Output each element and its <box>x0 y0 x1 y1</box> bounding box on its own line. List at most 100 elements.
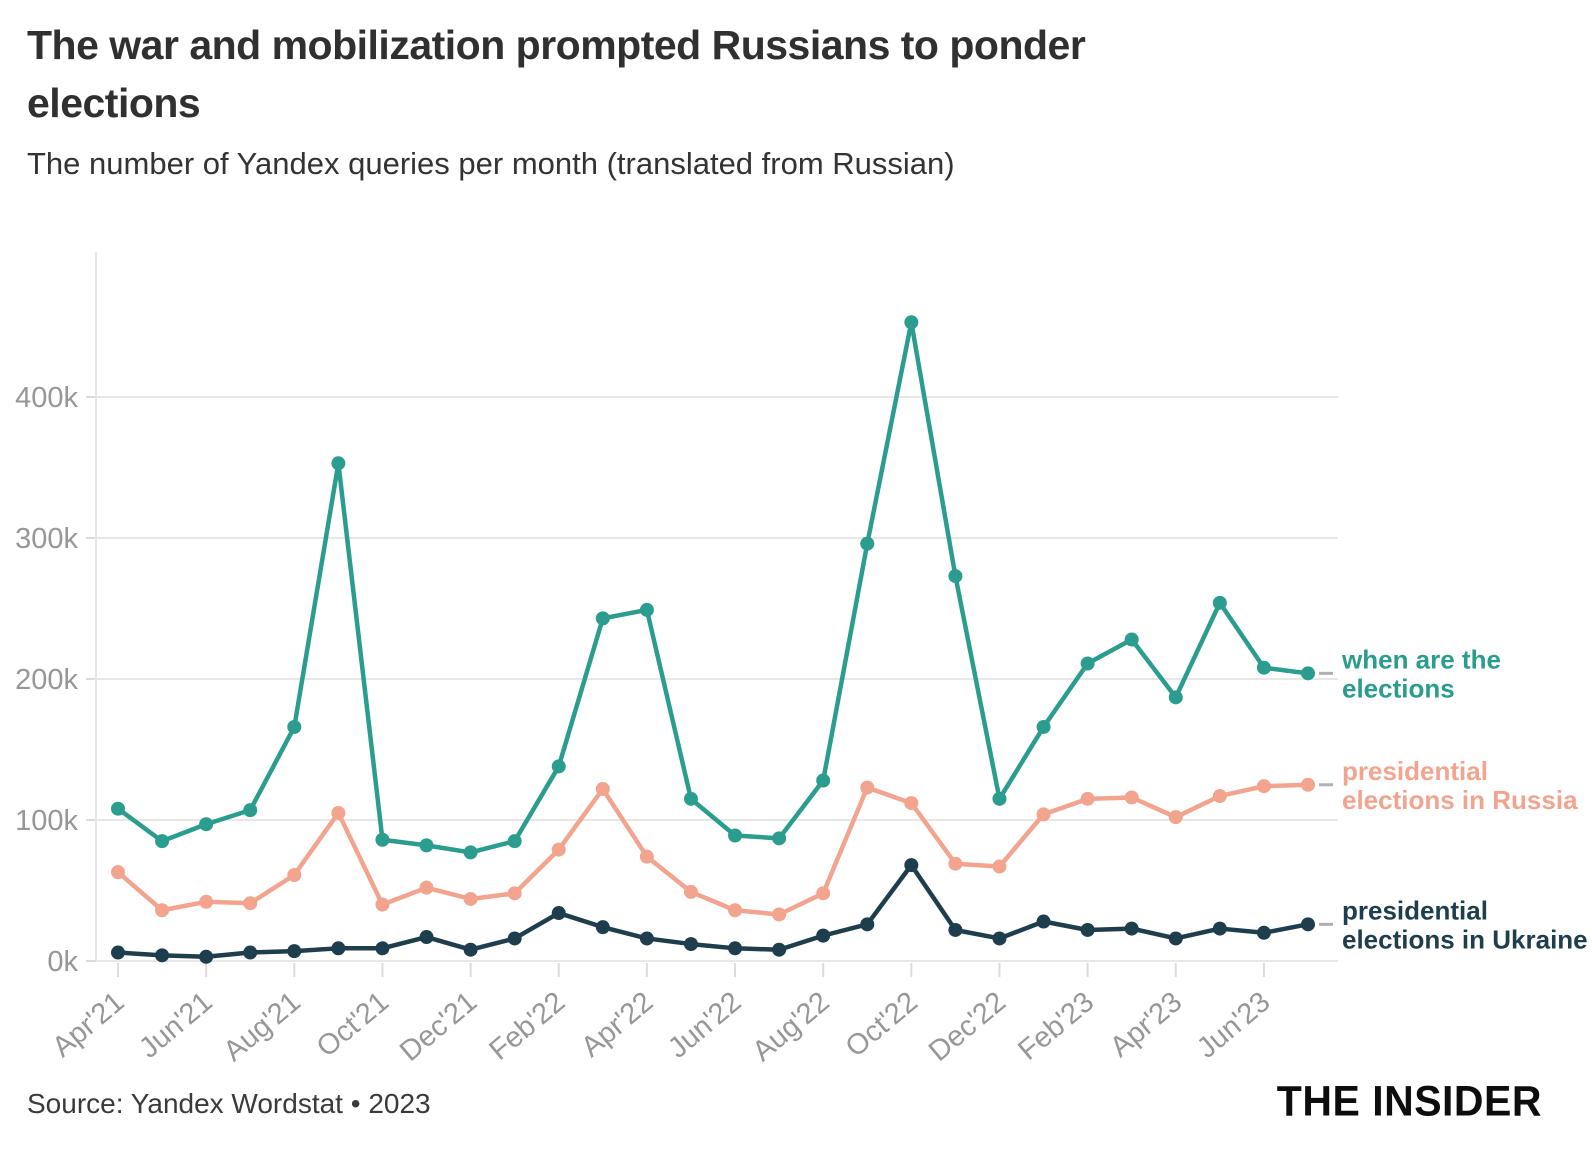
legend-label-presidential-elections-in-Russia: presidential <box>1342 756 1488 786</box>
data-point <box>816 773 831 788</box>
series-line-presidential-elections-in-Russia <box>115 782 1311 917</box>
data-point <box>1080 656 1095 671</box>
chart-header: The war and mobilization prompted Russia… <box>27 16 1567 182</box>
data-point <box>816 928 831 943</box>
x-axis-label: Dec'21 <box>394 986 483 1068</box>
data-point <box>639 849 654 864</box>
legend-label-presidential-elections-in-Russia: elections in Russia <box>1342 785 1578 815</box>
data-point <box>595 611 610 626</box>
x-axis-label: Jun'22 <box>662 986 747 1065</box>
y-axis-label: 0k <box>47 946 78 978</box>
data-point <box>375 897 390 912</box>
data-point <box>199 817 214 832</box>
data-point <box>419 880 434 895</box>
data-point <box>155 948 170 963</box>
legend-label-when-are-the-elections: when are the <box>1341 644 1501 674</box>
data-point <box>1168 810 1183 825</box>
data-point <box>1256 779 1271 794</box>
y-axis-label: 100k <box>15 805 78 837</box>
data-point <box>1124 790 1139 805</box>
data-point <box>243 896 258 911</box>
data-point <box>463 891 478 906</box>
data-point <box>1124 632 1139 647</box>
data-point <box>1168 690 1183 705</box>
data-point <box>639 602 654 617</box>
data-point <box>1256 925 1271 940</box>
title-line-1: The war and mobilization prompted Russia… <box>27 22 1086 68</box>
data-point <box>683 884 698 899</box>
x-axis-label: Jun'23 <box>1191 986 1276 1065</box>
x-axis-label: Feb'23 <box>1012 986 1100 1067</box>
x-axis-label: Aug'21 <box>218 986 307 1068</box>
data-point <box>551 759 566 774</box>
data-point <box>551 906 566 921</box>
page-subtitle: The number of Yandex queries per month (… <box>27 146 955 181</box>
data-point <box>948 569 963 584</box>
data-point <box>243 803 258 818</box>
data-point <box>199 894 214 909</box>
x-axis-label: Aug'22 <box>747 986 836 1068</box>
data-point <box>772 831 787 846</box>
series-line-when-are-the-elections <box>115 320 1311 855</box>
data-point <box>948 856 963 871</box>
data-point <box>816 886 831 901</box>
data-point <box>287 867 302 882</box>
data-point <box>287 944 302 959</box>
legend-label-when-are-the-elections: elections <box>1342 673 1455 703</box>
data-point <box>1212 921 1227 936</box>
data-point <box>904 858 919 873</box>
data-point <box>1212 595 1227 610</box>
data-point <box>595 781 610 796</box>
data-point <box>111 801 125 816</box>
data-point <box>331 456 346 471</box>
y-axis-label: 200k <box>15 664 78 696</box>
x-axis-label: Apr'22 <box>575 986 659 1064</box>
data-point <box>507 931 522 946</box>
data-point <box>860 536 875 551</box>
data-point <box>551 842 566 857</box>
data-point <box>1036 719 1051 734</box>
data-point <box>772 942 787 957</box>
data-point <box>728 941 743 956</box>
data-point <box>860 917 875 932</box>
y-axis-label: 300k <box>15 523 78 555</box>
data-point <box>111 945 125 960</box>
data-point <box>639 931 654 946</box>
data-point <box>904 315 919 330</box>
x-axis-label: Oct'22 <box>840 986 924 1064</box>
x-axis-label: Dec'22 <box>923 986 1012 1068</box>
data-point <box>1168 931 1183 946</box>
data-point <box>243 945 258 960</box>
data-point <box>1212 789 1227 804</box>
data-point <box>1036 807 1051 822</box>
data-point <box>1301 917 1315 932</box>
data-point <box>992 859 1007 874</box>
brand-logo: THE INSIDER <box>1276 1076 1542 1126</box>
data-point <box>1036 914 1051 929</box>
data-point <box>1080 791 1095 806</box>
data-point <box>772 907 787 922</box>
data-point <box>860 780 875 795</box>
data-point <box>683 791 698 806</box>
page-title: The war and mobilization prompted Russia… <box>27 16 1567 132</box>
y-axis-label: 400k <box>15 382 78 414</box>
data-point <box>155 834 170 849</box>
data-point <box>375 941 390 956</box>
data-point <box>992 791 1007 806</box>
data-point <box>1301 777 1315 792</box>
data-point <box>507 834 522 849</box>
legend-label-presidential-elections-in-Ukraine: elections in Ukraine <box>1342 924 1588 954</box>
data-point <box>1256 660 1271 675</box>
data-point <box>199 949 214 964</box>
data-point <box>904 796 919 811</box>
data-point <box>728 828 743 843</box>
data-point <box>375 832 390 847</box>
data-point <box>419 930 434 945</box>
data-point <box>948 922 963 937</box>
data-point <box>1080 922 1095 937</box>
data-point <box>331 941 346 956</box>
series-line-presidential-elections-in-Ukraine <box>115 862 1311 960</box>
data-point <box>155 903 170 918</box>
